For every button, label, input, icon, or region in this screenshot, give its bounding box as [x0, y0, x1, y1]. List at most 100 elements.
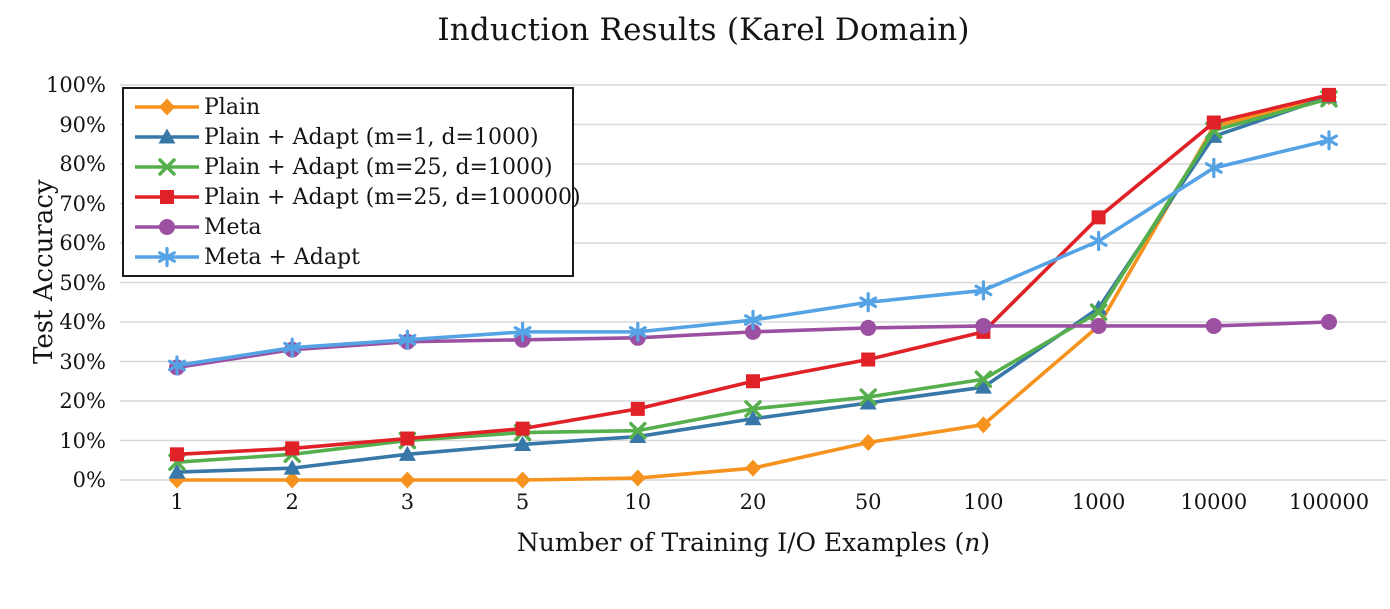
data-point-5-2-asterisk-marker	[283, 337, 302, 358]
legend-x-glyph	[158, 158, 176, 176]
data-point-2-100-x-marker	[974, 370, 993, 389]
data-point-0-20-diamond-marker	[745, 459, 761, 477]
data-point-0-2-diamond-marker	[284, 471, 301, 489]
y-axis-title: Test Accuracy	[29, 179, 59, 364]
legend-marker-diamond-icon	[135, 98, 199, 116]
y-tick-label-40: 40%	[59, 310, 106, 334]
y-tick-label-60: 60%	[59, 231, 106, 255]
data-point-3-10-square-marker	[630, 401, 645, 416]
legend-label-3: Plain + Adapt (m=25, d=100000)	[204, 184, 581, 210]
data-point-4-100000-circle-marker	[1321, 314, 1337, 330]
data-point-1-100-triangle-marker	[974, 378, 992, 394]
legend-row-2: Plain + Adapt (m=25, d=1000)	[132, 153, 568, 182]
data-point-0-50-diamond-marker	[860, 433, 877, 451]
y-tick-label-100: 100%	[45, 73, 106, 97]
legend-triangle-glyph	[158, 128, 176, 144]
data-point-2-1000-x-marker	[1089, 303, 1108, 321]
data-point-3-3-square-marker	[400, 431, 415, 446]
data-point-4-100-circle-marker	[975, 317, 992, 334]
y-tick-label-90: 90%	[59, 112, 106, 137]
legend-circle-glyph	[159, 219, 175, 235]
legend-row-3: Plain + Adapt (m=25, d=100000)	[132, 183, 581, 212]
x-tick-label-3: 3	[400, 490, 415, 514]
legend-asterisk-glyph	[158, 246, 176, 268]
data-point-5-3-asterisk-marker	[398, 329, 417, 350]
data-point-5-1-asterisk-marker	[168, 355, 186, 376]
x-tick-label-10000: 10000	[1180, 490, 1248, 514]
data-point-3-2-square-marker	[285, 441, 300, 456]
x-tick-label-1000: 1000	[1071, 490, 1126, 514]
legend-row-1: Plain + Adapt (m=1, d=1000)	[132, 123, 568, 152]
x-tick-label-10: 10	[624, 490, 652, 514]
data-point-5-50-asterisk-marker	[859, 292, 878, 313]
data-point-1-1000-triangle-marker	[1090, 299, 1108, 315]
data-point-4-1000-circle-marker	[1090, 317, 1107, 334]
legend-square-glyph	[160, 190, 174, 204]
y-tick-label-0: 0%	[72, 468, 106, 492]
data-point-4-20-circle-marker	[745, 323, 761, 340]
y-tick-label-50: 50%	[59, 270, 106, 295]
y-tick-label-80: 80%	[59, 152, 106, 176]
data-point-1-20-triangle-marker	[744, 410, 762, 426]
data-point-0-3-diamond-marker	[399, 471, 416, 489]
data-point-1-3-triangle-marker	[398, 445, 416, 461]
data-point-2-50-x-marker	[859, 388, 877, 406]
legend-marker-x-icon	[135, 158, 199, 176]
x-tick-label-50: 50	[854, 490, 882, 514]
y-tick-label-70: 70%	[59, 191, 106, 216]
chart-title: Induction Results (Karel Domain)	[437, 12, 970, 48]
data-point-3-5-square-marker	[515, 421, 530, 436]
legend-label-2: Plain + Adapt (m=25, d=1000)	[204, 154, 553, 180]
legend-label-4: Meta	[204, 214, 262, 240]
data-point-3-1000-square-marker	[1091, 210, 1106, 225]
data-point-5-10-asterisk-marker	[628, 321, 647, 342]
data-point-5-100000-asterisk-marker	[1320, 130, 1338, 151]
data-point-2-20-x-marker	[744, 400, 762, 418]
x-tick-label-100000: 100000	[1288, 490, 1370, 514]
data-point-3-1-square-marker	[170, 447, 184, 462]
data-point-1-50-triangle-marker	[859, 394, 877, 410]
data-point-3-100000-square-marker	[1322, 87, 1336, 102]
data-point-0-100-diamond-marker	[975, 416, 992, 434]
data-point-1-5-triangle-marker	[514, 435, 532, 451]
legend-label-5: Meta + Adapt	[204, 244, 360, 270]
data-point-4-50-circle-marker	[860, 319, 877, 336]
x-tick-label-100: 100	[963, 490, 1004, 514]
x-tick-label-2: 2	[285, 490, 299, 514]
data-point-5-1000-asterisk-marker	[1089, 230, 1108, 252]
data-point-5-10000-asterisk-marker	[1204, 157, 1223, 179]
data-point-0-10-diamond-marker	[629, 469, 646, 487]
x-tick-label-20: 20	[739, 490, 767, 514]
x-axis-title: Number of Training I/O Examples (n)	[120, 528, 1387, 557]
y-tick-label-10: 10%	[59, 428, 106, 453]
data-point-5-20-asterisk-marker	[744, 309, 762, 331]
y-tick-label-20: 20%	[59, 389, 106, 413]
data-point-5-100-asterisk-marker	[974, 280, 993, 301]
legend-label-0: Plain	[204, 94, 261, 120]
x-axis-title-close: )	[980, 528, 991, 557]
legend-marker-circle-icon	[135, 219, 199, 235]
legend-row-4: Meta	[132, 213, 568, 242]
legend-marker-triangle-icon	[135, 128, 199, 144]
data-point-1-1-triangle-marker	[168, 463, 186, 479]
legend-diamond-glyph	[159, 98, 175, 116]
x-axis-title-text: Number of Training I/O Examples (	[516, 528, 965, 557]
legend: Plain Plain + Adapt (m=1, d=1000) Plain + …	[122, 87, 581, 277]
x-tick-label-5: 5	[515, 490, 530, 514]
data-point-1-10-triangle-marker	[629, 428, 647, 444]
data-point-1-2-triangle-marker	[283, 459, 301, 475]
legend-marker-square-icon	[135, 190, 199, 204]
data-point-5-5-asterisk-marker	[513, 321, 532, 342]
legend-label-1: Plain + Adapt (m=1, d=1000)	[204, 124, 539, 150]
data-point-3-20-square-marker	[746, 374, 760, 389]
y-tick-label-30: 30%	[59, 349, 106, 374]
legend-row-0: Plain	[132, 93, 568, 122]
data-point-0-5-diamond-marker	[514, 471, 531, 489]
x-tick-label-1: 1	[170, 490, 184, 514]
legend-row-5: Meta + Adapt	[132, 243, 568, 272]
data-point-4-10000-circle-marker	[1205, 317, 1222, 334]
legend-marker-asterisk-icon	[135, 246, 199, 268]
data-point-3-10000-square-marker	[1206, 115, 1221, 130]
data-point-3-50-square-marker	[861, 352, 876, 367]
